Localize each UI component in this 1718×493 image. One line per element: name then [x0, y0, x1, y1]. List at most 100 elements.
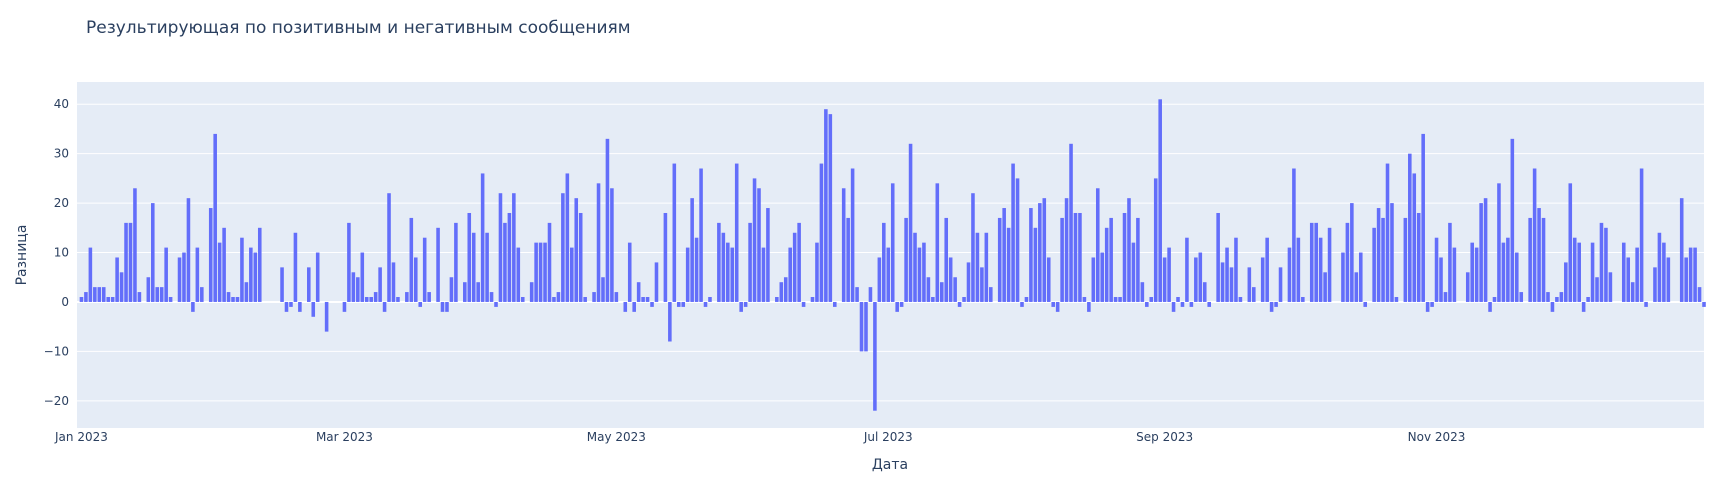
bar [1443, 292, 1448, 302]
bar [471, 232, 476, 302]
chart-title: Результирующая по позитивным и негативны… [86, 18, 631, 38]
bar [1118, 297, 1122, 302]
bar [1002, 208, 1006, 302]
bar [708, 297, 712, 302]
bar [578, 212, 583, 302]
bar [761, 247, 766, 302]
bar [1046, 257, 1051, 302]
bar [766, 208, 770, 302]
bar [503, 222, 507, 302]
bar [636, 282, 641, 302]
bar [1470, 242, 1474, 302]
bar [1073, 212, 1078, 302]
bar [427, 292, 431, 302]
bar [1127, 198, 1131, 302]
bar [1131, 242, 1136, 302]
bar [449, 277, 454, 302]
bar [1024, 297, 1029, 302]
bar [1430, 301, 1434, 307]
bar [570, 247, 574, 302]
bar [257, 227, 262, 302]
bar [676, 301, 681, 307]
bar [342, 301, 347, 312]
bar [1693, 247, 1697, 302]
bar [1149, 297, 1154, 302]
bar [654, 262, 659, 302]
bar [1497, 183, 1501, 302]
bar [833, 301, 837, 307]
bar [1078, 212, 1082, 302]
bar [1252, 287, 1256, 302]
bar [1095, 188, 1100, 302]
bar [596, 183, 601, 302]
bar [168, 297, 173, 302]
bar [253, 252, 258, 302]
bar [79, 297, 84, 302]
bar [650, 301, 654, 307]
y-tick-label: 40 [54, 97, 69, 111]
bar [1506, 237, 1510, 302]
bar [1653, 267, 1657, 302]
bar [908, 143, 913, 302]
bar [124, 222, 128, 302]
bar [757, 188, 761, 302]
bar [1220, 262, 1225, 302]
bar [1229, 267, 1234, 302]
bar [315, 252, 320, 302]
bar [1599, 222, 1604, 302]
bar [882, 222, 886, 302]
bar [1621, 242, 1626, 302]
bar [886, 247, 891, 302]
bar [1189, 301, 1194, 307]
x-tick-label: Jul 2023 [863, 430, 913, 444]
bar [890, 183, 895, 302]
bar [485, 232, 489, 302]
bar [1180, 301, 1185, 307]
bar [819, 163, 824, 302]
bar [1421, 133, 1425, 302]
bar [119, 272, 124, 302]
bar [1448, 222, 1452, 302]
bar [1194, 257, 1198, 302]
bar [913, 232, 917, 302]
bar [561, 193, 565, 302]
bar [726, 242, 730, 302]
bar [1434, 237, 1439, 302]
bar [605, 138, 610, 302]
bar [926, 277, 931, 302]
bar [645, 297, 650, 302]
bar [324, 301, 329, 332]
x-tick-label: May 2023 [587, 430, 646, 444]
bar [378, 267, 382, 302]
bar [413, 257, 418, 302]
bar [284, 301, 289, 312]
bar [382, 301, 387, 312]
bar [1006, 227, 1011, 302]
bar [351, 272, 356, 302]
bar [1038, 203, 1042, 302]
bar [151, 203, 155, 302]
bar [520, 297, 525, 302]
bar [1474, 247, 1479, 302]
bar [1604, 227, 1608, 302]
bar [298, 301, 302, 312]
bar [467, 212, 472, 302]
bar [1287, 247, 1292, 302]
bar [846, 217, 850, 302]
bar [944, 217, 949, 302]
bar [1060, 217, 1064, 302]
bar [507, 212, 512, 302]
bar [1363, 301, 1368, 307]
bar [939, 282, 944, 302]
bar [88, 247, 93, 302]
bar [627, 242, 632, 302]
y-tick-label: −20 [44, 394, 69, 408]
bar [864, 301, 868, 352]
bar [1069, 143, 1073, 302]
bar [529, 282, 534, 302]
bar [498, 193, 503, 302]
bar [810, 297, 815, 302]
bar [1510, 138, 1515, 302]
bar [743, 301, 748, 307]
bar [574, 198, 579, 302]
